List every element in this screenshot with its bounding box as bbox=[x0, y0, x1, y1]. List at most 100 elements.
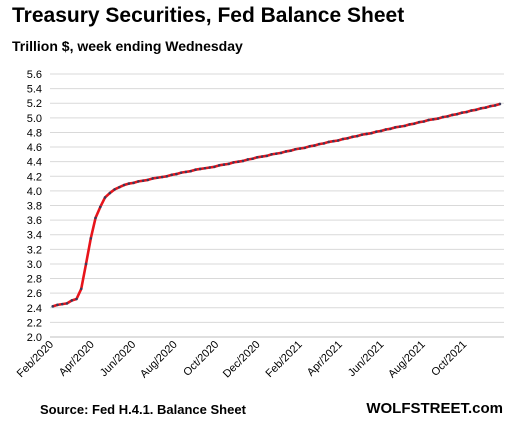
y-tick-label: 4.6 bbox=[27, 142, 42, 154]
y-tick-label: 3.8 bbox=[27, 201, 42, 213]
data-point bbox=[208, 166, 212, 169]
data-point bbox=[98, 205, 102, 209]
data-point bbox=[222, 163, 226, 166]
data-point bbox=[137, 180, 140, 183]
data-point bbox=[70, 299, 74, 302]
y-tick-label: 3.6 bbox=[27, 215, 42, 227]
y-tick-label: 3.0 bbox=[27, 259, 42, 271]
data-point bbox=[346, 136, 349, 140]
data-point bbox=[179, 171, 183, 174]
y-tick-label: 2.4 bbox=[27, 303, 42, 315]
data-point bbox=[455, 112, 459, 116]
data-point bbox=[170, 173, 173, 177]
series-layer bbox=[51, 102, 502, 308]
y-tick-label: 4.0 bbox=[27, 186, 42, 198]
data-point bbox=[260, 155, 264, 158]
x-tick-label: Apr/2021 bbox=[305, 339, 345, 379]
data-point bbox=[489, 104, 492, 108]
data-point bbox=[317, 142, 321, 146]
data-point bbox=[451, 113, 454, 117]
data-point bbox=[156, 176, 159, 180]
y-tick-label: 5.2 bbox=[27, 98, 42, 110]
chart-title: Treasury Securities, Fed Balance Sheet bbox=[12, 4, 405, 27]
y-tick-label: 2.8 bbox=[27, 274, 42, 286]
data-point bbox=[441, 115, 445, 119]
data-point bbox=[113, 188, 116, 191]
data-point bbox=[255, 155, 259, 159]
data-point bbox=[79, 287, 83, 291]
data-point bbox=[146, 178, 150, 182]
data-point bbox=[127, 182, 131, 185]
data-point bbox=[493, 104, 497, 107]
data-point bbox=[336, 139, 340, 142]
y-tick-label: 3.4 bbox=[27, 230, 42, 242]
data-point bbox=[94, 216, 97, 220]
x-tick-label: Feb/2020 bbox=[15, 339, 56, 380]
data-point bbox=[189, 169, 192, 173]
data-point bbox=[84, 262, 88, 266]
data-point bbox=[422, 120, 426, 123]
y-tick-label: 2.2 bbox=[27, 317, 42, 329]
data-point bbox=[417, 120, 421, 124]
y-tick-label: 5.4 bbox=[27, 84, 42, 96]
data-point bbox=[474, 108, 478, 112]
data-point bbox=[213, 165, 216, 169]
data-point bbox=[51, 305, 55, 308]
data-point bbox=[370, 131, 373, 135]
data-point bbox=[227, 162, 231, 166]
data-point bbox=[460, 111, 464, 115]
data-point bbox=[470, 109, 473, 112]
data-point bbox=[232, 161, 235, 164]
data-point bbox=[251, 157, 254, 161]
data-point bbox=[203, 166, 207, 170]
data-point bbox=[465, 110, 468, 114]
data-point bbox=[265, 154, 269, 158]
data-point bbox=[132, 181, 135, 185]
data-point bbox=[118, 185, 121, 189]
data-point bbox=[403, 124, 407, 128]
data-point bbox=[360, 133, 364, 136]
data-point bbox=[412, 122, 416, 125]
data-point bbox=[389, 127, 392, 131]
data-point bbox=[198, 167, 202, 171]
data-point bbox=[175, 172, 178, 176]
data-point bbox=[484, 106, 487, 109]
data-point bbox=[151, 177, 154, 180]
y-tick-label: 5.0 bbox=[27, 113, 42, 125]
data-point bbox=[217, 164, 221, 167]
data-point bbox=[303, 146, 307, 150]
data-point bbox=[479, 107, 483, 110]
site-credit: WOLFSTREET.com bbox=[366, 400, 503, 417]
data-point bbox=[427, 118, 430, 122]
y-tick-label: 2.0 bbox=[27, 332, 42, 344]
data-point bbox=[408, 123, 411, 126]
data-point bbox=[351, 135, 354, 139]
data-point bbox=[60, 302, 64, 306]
data-point bbox=[332, 139, 335, 143]
x-tick-label: Oct/2021 bbox=[429, 339, 469, 379]
data-point bbox=[279, 151, 283, 155]
data-point bbox=[241, 159, 245, 163]
data-point bbox=[432, 117, 435, 121]
data-point bbox=[341, 137, 345, 141]
data-point bbox=[446, 115, 449, 118]
y-tick-label: 3.2 bbox=[27, 244, 42, 256]
gridlines bbox=[50, 73, 504, 323]
x-tick-label: Jun/2020 bbox=[98, 339, 138, 379]
data-point bbox=[56, 303, 59, 307]
data-point bbox=[65, 302, 69, 305]
data-point bbox=[398, 125, 402, 128]
x-tick-label: Aug/2021 bbox=[386, 339, 428, 381]
chart-subtitle: Trillion $, week ending Wednesday bbox=[12, 38, 243, 54]
data-point bbox=[308, 145, 311, 148]
y-axis-labels: 2.0 2.2 2.4 2.6 2.8 3.0 3.2 3.4 3.6 3.8 4.0 4.2 4.4 4… bbox=[27, 69, 42, 344]
data-point bbox=[141, 179, 145, 182]
data-point bbox=[122, 183, 126, 187]
data-point bbox=[75, 297, 78, 301]
data-point bbox=[236, 160, 240, 163]
data-point bbox=[89, 237, 93, 240]
data-point bbox=[246, 158, 250, 161]
data-point bbox=[374, 130, 378, 134]
data-point bbox=[365, 132, 369, 136]
